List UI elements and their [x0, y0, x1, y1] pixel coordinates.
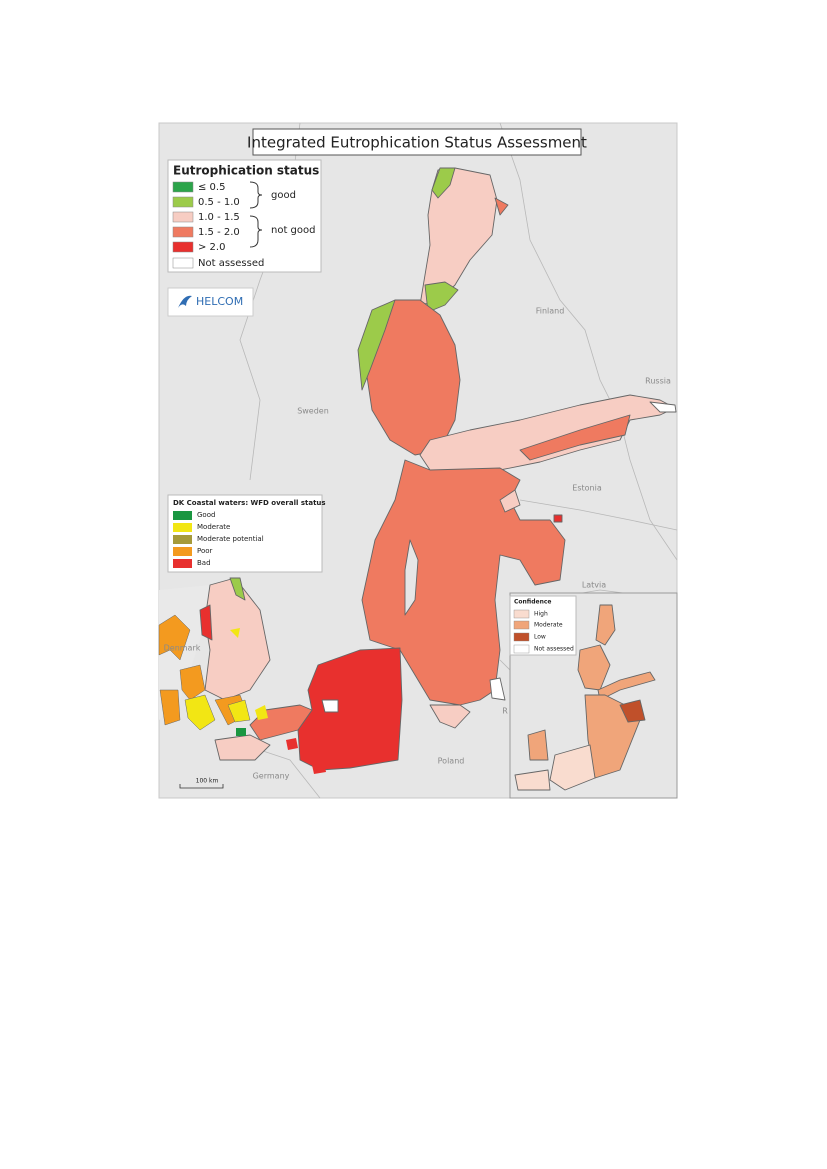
gulf-of-finland: [419, 394, 677, 476]
legend-label: Not assessed: [198, 258, 264, 269]
legend-label: > 2.0: [198, 242, 225, 253]
dk-legend: DK Coastal waters: WFD overall status Go…: [167, 494, 326, 573]
country-label: Poland: [438, 757, 465, 766]
country-label: Sweden: [297, 407, 329, 416]
legend-label: Poor: [197, 547, 213, 555]
legend-label: Moderate potential: [197, 535, 264, 543]
country-label: R: [502, 707, 508, 716]
legend-swatch: [172, 211, 194, 223]
legend-brace: [249, 215, 263, 248]
country-label: Germany: [253, 772, 290, 781]
legend-label: Not assessed: [534, 646, 574, 653]
country-label: Estonia: [572, 484, 602, 493]
dk-coastal-waters: [158, 614, 326, 774]
country-label: Finland: [536, 307, 565, 316]
legend-label: 1.5 - 2.0: [198, 227, 240, 238]
legend-swatch: [173, 511, 192, 520]
scale-bar: 100 km: [179, 778, 224, 789]
legend-swatch: [172, 196, 194, 208]
map-title: Integrated Eutrophication Status Assessm…: [247, 134, 587, 152]
legend-label: 1.0 - 1.5: [198, 212, 240, 223]
group-label: good: [271, 190, 296, 201]
legend-title: DK Coastal waters: WFD overall status: [173, 499, 326, 507]
bothnian-bay: [419, 167, 509, 313]
legend-label: Moderate: [197, 523, 230, 531]
legend-label: 0.5 - 1.0: [198, 197, 240, 208]
legend-brace: [249, 181, 263, 209]
legend-swatch: [513, 609, 530, 619]
legend-label: ≤ 0.5: [198, 182, 225, 193]
legend-title: Confidence: [514, 599, 552, 606]
country-label: Russia: [645, 377, 671, 386]
southern-baltic: [249, 647, 403, 771]
scale-label: 100 km: [196, 778, 219, 785]
legend-swatch: [513, 620, 530, 630]
confidence-inset: Confidence High Moderate Low Not assesse…: [509, 592, 678, 799]
legend-swatch: [172, 226, 194, 238]
legend-swatch: [173, 535, 192, 544]
helcom-logo: HELCOM: [167, 287, 254, 317]
legend-swatch: [173, 547, 192, 556]
legend-swatch: [513, 644, 530, 654]
legend-label: Low: [534, 634, 546, 641]
legend-swatch: [513, 632, 530, 642]
legend-label: Moderate: [534, 622, 563, 629]
legend-swatch: [172, 257, 194, 269]
legend-swatch: [173, 523, 192, 532]
status-legend: Eutrophication status ≤ 0.5 0.5 - 1.0 1.…: [167, 159, 322, 273]
logo-text: HELCOM: [196, 295, 243, 308]
baltic-proper: [361, 459, 566, 729]
legend-swatch: [173, 559, 192, 568]
bothnian-sea: [357, 299, 461, 456]
country-label: Latvia: [582, 581, 606, 590]
legend-label: Bad: [197, 559, 211, 567]
legend-title: Eutrophication status: [173, 164, 319, 178]
legend-swatch: [172, 181, 194, 193]
legend-swatch: [172, 241, 194, 253]
legend-label: High: [534, 611, 548, 618]
title-box: [252, 128, 582, 156]
legend-label: Good: [197, 511, 215, 519]
kattegat: [199, 577, 271, 761]
group-label: not good: [271, 225, 316, 236]
country-label: Denmark: [164, 644, 201, 653]
